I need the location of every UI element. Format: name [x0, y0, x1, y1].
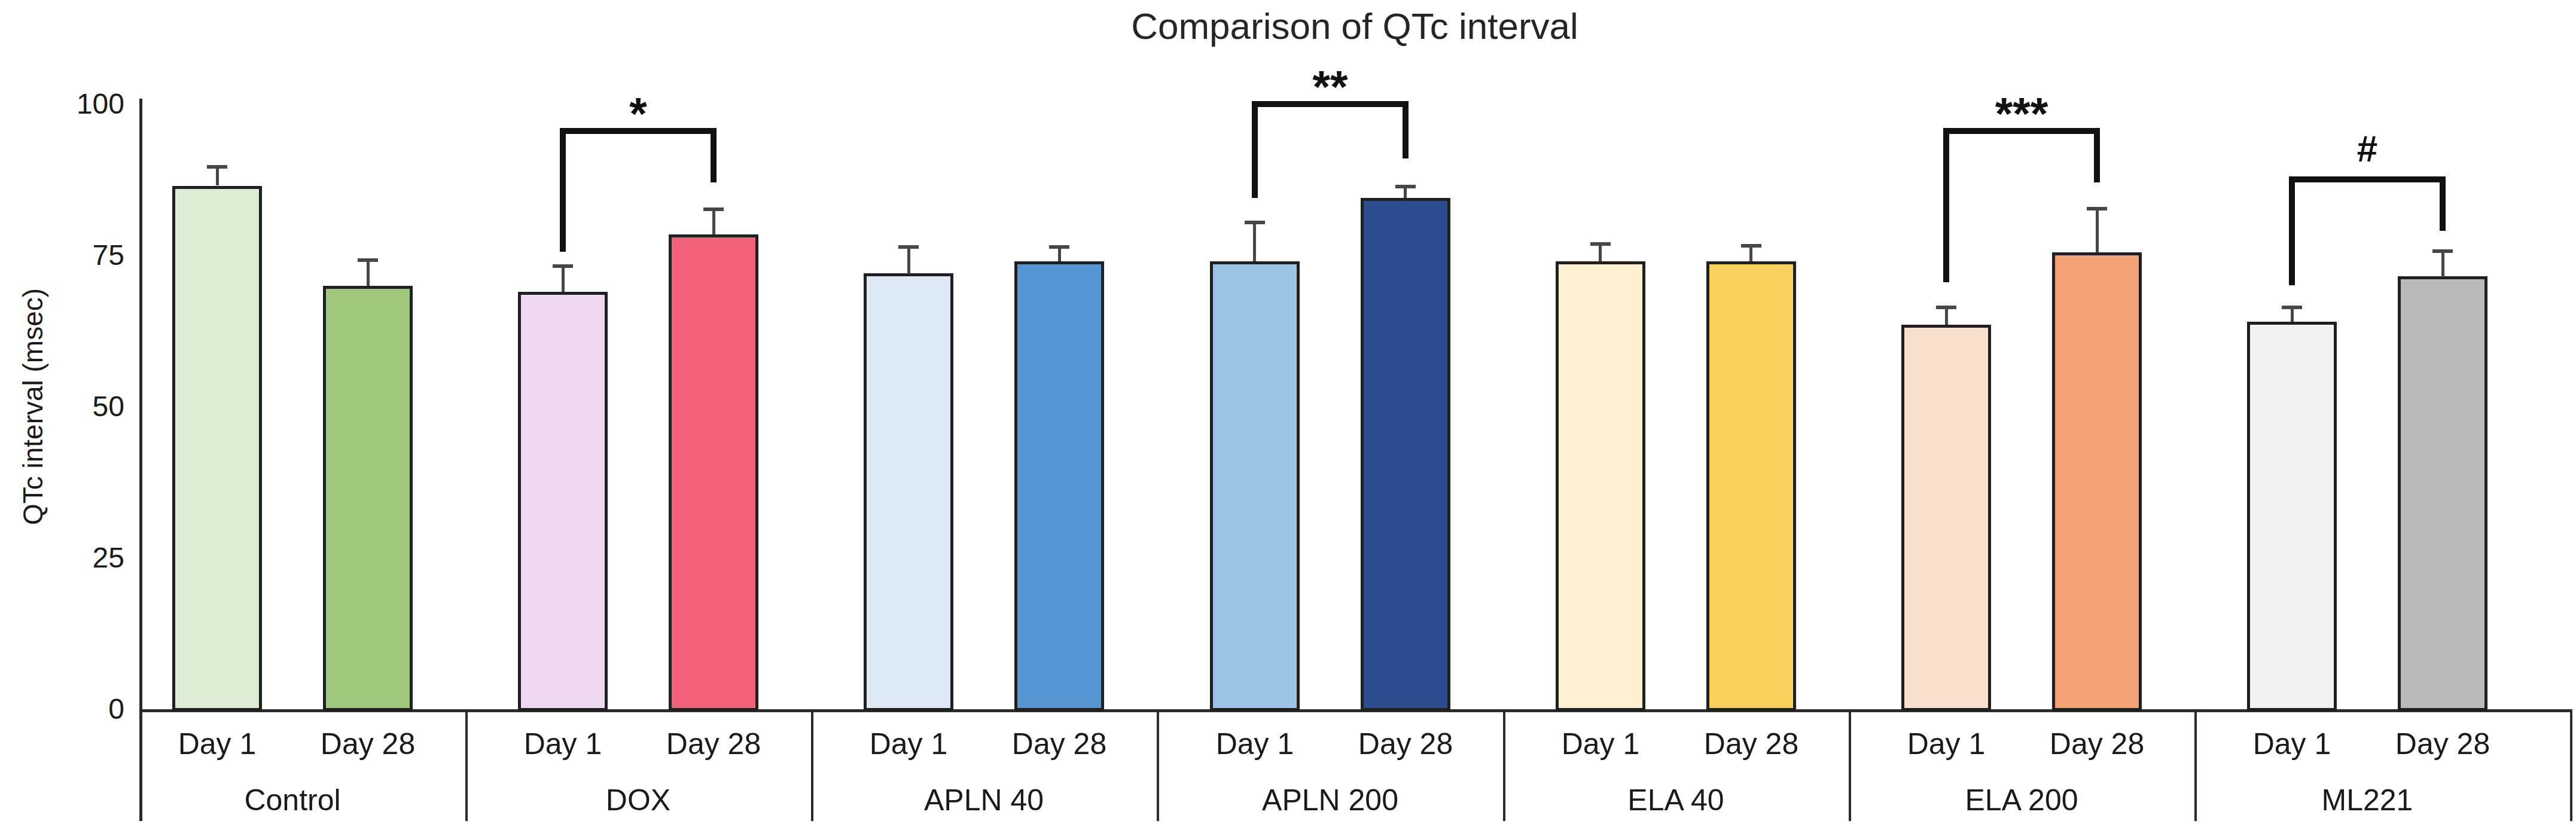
bar-dox-day28 [669, 234, 758, 711]
error-cap-ela-40-day1 [1590, 242, 1611, 246]
error-cap-control-day1 [207, 165, 227, 169]
error-cap-ela-200-day28 [2087, 207, 2107, 210]
error-cap-ml221-day1 [2282, 306, 2302, 309]
chart-title: Comparison of QTc interval [139, 5, 2570, 47]
day-label-ela-200-day28: Day 28 [2007, 725, 2187, 763]
sig-bracket-ml221-right-leg [2440, 176, 2446, 231]
day-label-apln-40-day28: Day 28 [970, 725, 1149, 763]
sig-symbol-ml221: # [2248, 125, 2487, 173]
sig-symbol-dox: * [519, 90, 758, 138]
day-label-ela-40-day28: Day 28 [1662, 725, 1841, 763]
group-label-ml221: ML221 [2188, 781, 2547, 819]
category-separator-6 [2570, 710, 2572, 821]
error-bar-control-day1 [216, 166, 219, 185]
sig-symbol-apln-200: ** [1211, 63, 1450, 111]
error-cap-control-day28 [358, 258, 378, 262]
group-label-apln-200: APLN 200 [1151, 781, 1510, 819]
group-label-ela-40: ELA 40 [1496, 781, 1855, 819]
tick-label-50: 50 [18, 389, 124, 425]
bar-control-day1 [172, 186, 262, 711]
error-cap-dox-day1 [553, 264, 573, 268]
day-label-apln-200-day28: Day 28 [1316, 725, 1495, 763]
bar-ml221-day1 [2247, 322, 2337, 711]
sig-bracket-ela-200-left-leg [1943, 128, 1949, 282]
tick-label-0: 0 [18, 691, 124, 727]
error-bar-apln-200-day1 [1253, 222, 1256, 261]
error-cap-apln-200-day1 [1245, 221, 1265, 224]
error-bar-ml221-day28 [2441, 251, 2444, 277]
error-cap-apln-40-day28 [1049, 245, 1069, 249]
error-cap-ela-200-day1 [1936, 306, 1956, 309]
error-bar-dox-day1 [562, 266, 565, 292]
error-cap-ela-40-day28 [1741, 244, 1761, 248]
error-bar-dox-day28 [712, 209, 715, 234]
day-label-ml221-day28: Day 28 [2353, 725, 2532, 763]
error-bar-ela-200-day28 [2096, 208, 2099, 252]
error-bar-ela-40-day28 [1749, 245, 1752, 261]
error-bar-ela-200-day1 [1945, 307, 1948, 325]
bar-apln-200-day28 [1361, 198, 1450, 711]
qtc-bar-chart: Comparison of QTc interval QTc interval … [0, 0, 2576, 836]
tick-label-25: 25 [18, 540, 124, 576]
y-axis-line [139, 99, 142, 821]
tick-label-100: 100 [18, 86, 124, 122]
error-cap-apln-40-day1 [898, 245, 919, 249]
bar-ela-200-day28 [2052, 252, 2142, 711]
bar-dox-day1 [518, 292, 608, 711]
group-label-dox: DOX [459, 781, 818, 819]
sig-bracket-ml221-top [2289, 176, 2446, 182]
tick-label-75: 75 [18, 237, 124, 273]
bar-ela-200-day1 [1901, 325, 1991, 711]
bar-apln-40-day1 [864, 273, 953, 711]
bar-control-day28 [323, 286, 413, 711]
sig-bracket-ml221-left-leg [2289, 176, 2295, 285]
error-cap-ml221-day28 [2432, 249, 2453, 253]
sig-bracket-dox-left-leg [560, 128, 566, 252]
error-bar-ela-40-day1 [1599, 243, 1602, 261]
error-bar-apln-40-day1 [907, 246, 910, 274]
day-label-control-day28: Day 28 [278, 725, 458, 763]
sig-symbol-ela-200: *** [1902, 90, 2141, 138]
bar-apln-40-day28 [1014, 261, 1104, 711]
day-label-dox-day28: Day 28 [624, 725, 803, 763]
error-cap-apln-200-day28 [1395, 185, 1416, 188]
group-label-control: Control [113, 781, 472, 819]
bar-apln-200-day1 [1210, 261, 1300, 711]
bar-ml221-day28 [2398, 276, 2487, 711]
sig-bracket-apln-200-left-leg [1252, 101, 1258, 198]
error-bar-control-day28 [367, 260, 370, 286]
group-label-ela-200: ELA 200 [1842, 781, 2201, 819]
x-axis-line [139, 709, 2572, 712]
bar-ela-40-day1 [1556, 261, 1645, 711]
group-label-apln-40: APLN 40 [804, 781, 1163, 819]
bar-ela-40-day28 [1706, 261, 1796, 711]
error-cap-dox-day28 [703, 208, 724, 211]
